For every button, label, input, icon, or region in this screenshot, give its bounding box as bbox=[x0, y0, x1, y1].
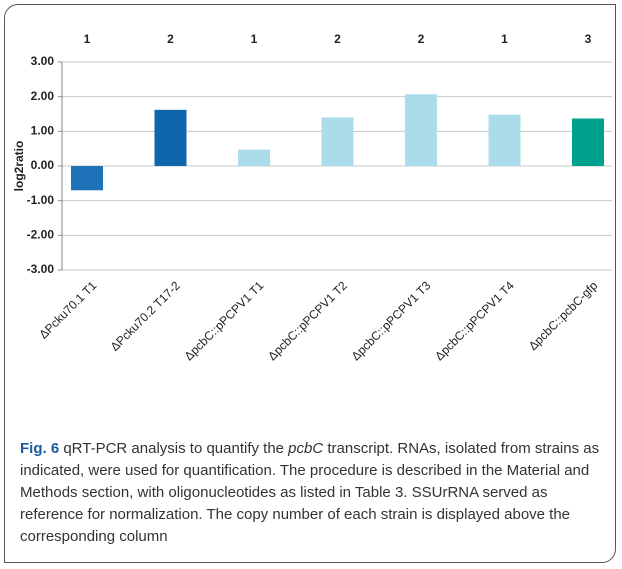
x-tick-label: ΔpcbC::pPCPV1 T1 bbox=[182, 278, 267, 363]
y-tick-label: 3.00 bbox=[31, 54, 55, 68]
x-tick-label: ΔpcbC::pcbC-gfp bbox=[526, 278, 601, 353]
caption: Fig. 6 qRT-PCR analysis to quantify the … bbox=[20, 438, 605, 548]
x-tick-label: ΔpcbC::pPCPV1 T4 bbox=[432, 278, 517, 363]
y-tick-label: 1.00 bbox=[31, 124, 55, 138]
y-tick-label: -1.00 bbox=[27, 193, 55, 207]
bar bbox=[154, 109, 187, 166]
caption-text: transcript. RNAs, isolated from strains … bbox=[20, 440, 600, 545]
chart: log2ratio -3.00 -2.00 -1.00 0.00 1.00 2.00 3.0… bbox=[12, 32, 612, 363]
caption-text: qRT-PCR analysis to quantify the bbox=[59, 440, 289, 457]
copy-number: 2 bbox=[334, 32, 341, 46]
copy-number: 2 bbox=[418, 32, 425, 46]
y-tick-label: -3.00 bbox=[27, 262, 55, 276]
x-tick-label: ΔPcku70.2 T17-2 bbox=[108, 278, 184, 354]
bar bbox=[572, 118, 604, 166]
bar bbox=[488, 114, 521, 166]
x-tick-label: ΔpcbC::pPCPV1 T3 bbox=[349, 278, 434, 363]
bar bbox=[405, 94, 437, 166]
x-tick-label: ΔPcku70.1 T1 bbox=[36, 278, 99, 341]
copy-number: 1 bbox=[84, 32, 91, 46]
y-axis-label: log2ratio bbox=[12, 141, 26, 192]
caption-gene: pcbC bbox=[288, 440, 324, 457]
y-tick-label: -2.00 bbox=[27, 228, 55, 242]
copy-number: 1 bbox=[251, 32, 258, 46]
y-tick-label: 2.00 bbox=[31, 89, 55, 103]
copy-number: 2 bbox=[167, 32, 174, 46]
copy-number: 3 bbox=[585, 32, 592, 46]
bar bbox=[321, 117, 354, 166]
y-tick-label: 0.00 bbox=[31, 158, 55, 172]
x-tick-label: ΔpcbC::pPCPV1 T2 bbox=[265, 278, 350, 363]
caption-label: Fig. 6 bbox=[20, 440, 60, 457]
bar bbox=[71, 166, 103, 191]
bar bbox=[238, 149, 270, 166]
copy-number: 1 bbox=[501, 32, 508, 46]
figure-frame bbox=[4, 4, 616, 563]
